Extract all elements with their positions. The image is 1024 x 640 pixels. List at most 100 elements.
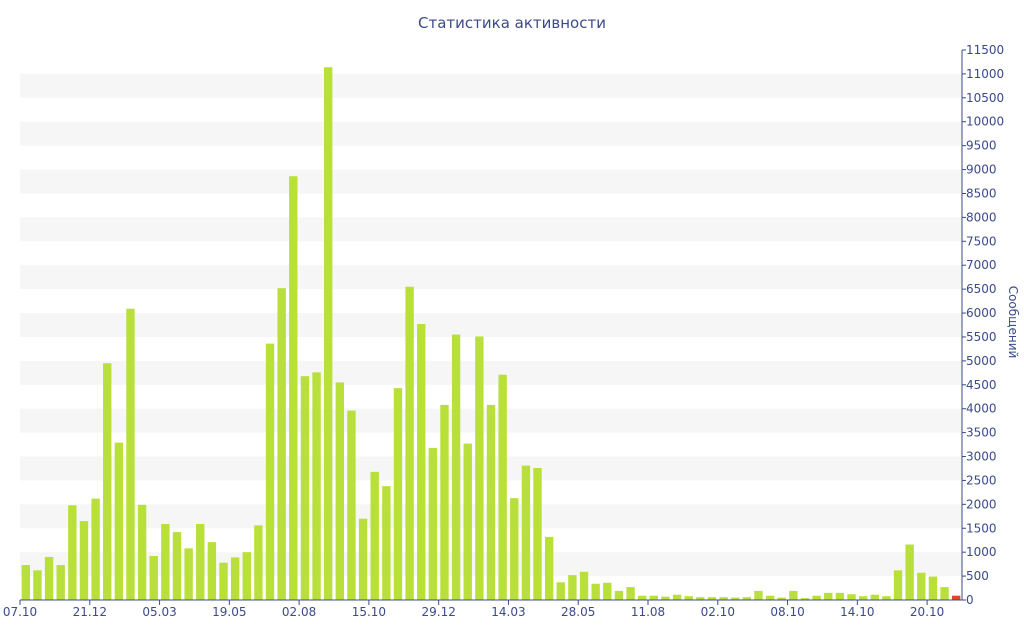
bar[interactable] <box>824 592 833 600</box>
y-tick-label: 5500 <box>966 330 997 344</box>
bar[interactable] <box>230 557 240 600</box>
bar[interactable] <box>219 562 228 600</box>
bar[interactable] <box>556 582 565 600</box>
bar[interactable] <box>591 583 600 600</box>
bar[interactable] <box>498 374 507 600</box>
bar[interactable] <box>463 443 472 600</box>
bar[interactable] <box>56 565 65 600</box>
bar[interactable] <box>858 596 868 600</box>
bar[interactable] <box>114 442 124 600</box>
bar[interactable] <box>33 570 42 600</box>
bar[interactable] <box>731 597 740 600</box>
bar[interactable] <box>137 504 147 600</box>
bar[interactable] <box>940 587 949 600</box>
bar[interactable] <box>370 471 379 600</box>
bar[interactable] <box>277 288 286 600</box>
bar[interactable] <box>149 556 158 600</box>
bar[interactable] <box>44 556 54 600</box>
bar[interactable] <box>428 447 438 600</box>
bar[interactable] <box>812 595 821 600</box>
bar[interactable] <box>614 590 624 600</box>
bar[interactable] <box>952 595 961 600</box>
x-tick-label: 14.10 <box>840 605 874 619</box>
y-tick-label: 10500 <box>966 91 1004 105</box>
y-tick-label: 9000 <box>966 163 997 177</box>
bar[interactable] <box>928 576 938 600</box>
bar[interactable] <box>533 468 542 600</box>
x-tick-label: 15.10 <box>352 605 386 619</box>
bar[interactable] <box>207 542 217 600</box>
bar[interactable] <box>184 548 193 600</box>
bar[interactable] <box>172 532 182 600</box>
bar[interactable] <box>777 597 786 600</box>
bar[interactable] <box>324 67 333 601</box>
bar[interactable] <box>289 176 298 600</box>
bar[interactable] <box>91 498 100 600</box>
y-tick-label: 7500 <box>966 234 997 248</box>
bar[interactable] <box>486 404 496 600</box>
y-tick-label: 11500 <box>966 43 1004 57</box>
bar[interactable] <box>765 595 775 600</box>
bar[interactable] <box>870 594 879 600</box>
bar[interactable] <box>684 596 693 600</box>
bar[interactable] <box>696 597 705 600</box>
y-axis: 0 500 1000 1500 2000 2500 3000 3500 4000 4500 5000… <box>961 43 1004 607</box>
bar[interactable] <box>417 324 426 600</box>
bar[interactable] <box>510 498 519 600</box>
bar[interactable] <box>638 595 647 600</box>
bar[interactable] <box>79 521 89 600</box>
bar[interactable] <box>405 286 414 600</box>
bar[interactable] <box>265 343 275 600</box>
bar[interactable] <box>196 523 205 600</box>
chart-title: Статистика активности <box>418 14 606 32</box>
bar[interactable] <box>649 595 658 600</box>
x-tick-label: 28.05 <box>561 605 595 619</box>
bar[interactable] <box>893 570 903 600</box>
bar[interactable] <box>254 525 263 600</box>
bar[interactable] <box>754 590 763 600</box>
bar[interactable] <box>544 536 554 600</box>
bar[interactable] <box>300 376 310 600</box>
bar[interactable] <box>126 308 135 600</box>
x-tick-label: 21.12 <box>73 605 107 619</box>
bar[interactable] <box>800 598 810 600</box>
grid-band <box>20 121 962 146</box>
bar[interactable] <box>905 544 914 600</box>
bar[interactable] <box>475 336 484 600</box>
bar[interactable] <box>451 334 461 600</box>
bar[interactable] <box>579 571 589 600</box>
bar[interactable] <box>382 486 391 600</box>
y-tick-label: 8000 <box>966 210 997 224</box>
bar[interactable] <box>707 597 717 600</box>
bar[interactable] <box>68 505 77 600</box>
bar[interactable] <box>440 404 449 600</box>
bar[interactable] <box>742 597 752 600</box>
bar[interactable] <box>719 597 728 600</box>
bar[interactable] <box>312 372 321 600</box>
x-tick-label: 19.05 <box>212 605 246 619</box>
bar[interactable] <box>335 382 344 600</box>
bar[interactable] <box>568 575 577 600</box>
bar[interactable] <box>242 552 251 600</box>
bar[interactable] <box>835 592 845 600</box>
grid-band <box>20 265 962 290</box>
bar[interactable] <box>347 410 356 600</box>
bar[interactable] <box>103 363 112 600</box>
bar[interactable] <box>661 596 670 600</box>
bar[interactable] <box>789 590 798 600</box>
grid-band <box>20 169 962 194</box>
bar[interactable] <box>626 587 635 600</box>
bar[interactable] <box>161 523 170 600</box>
bar[interactable] <box>882 596 891 600</box>
y-tick-label: 8500 <box>966 186 997 200</box>
bar[interactable] <box>603 582 612 600</box>
bar[interactable] <box>393 388 403 600</box>
bar[interactable] <box>672 594 682 600</box>
bar[interactable] <box>21 565 30 600</box>
bar[interactable] <box>521 465 531 600</box>
x-tick-label: 02.08 <box>282 605 316 619</box>
bar[interactable] <box>358 518 368 600</box>
bar[interactable] <box>847 594 856 600</box>
bar[interactable] <box>917 572 926 600</box>
